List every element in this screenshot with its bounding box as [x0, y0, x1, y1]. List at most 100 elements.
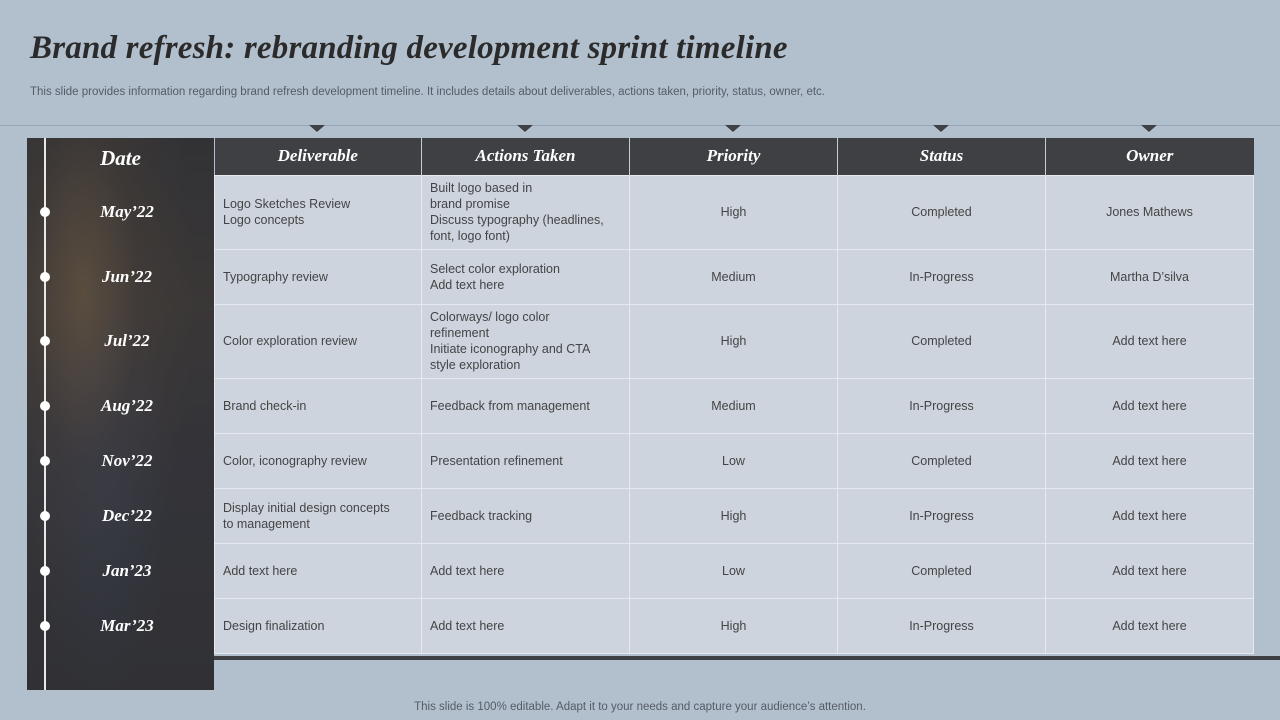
deliverable-cell: Add text here [214, 542, 422, 599]
priority-cell: Low [629, 432, 838, 489]
timeline-date-item: Jul’22 [27, 331, 214, 351]
column-pointer-icon [309, 125, 325, 132]
timeline-dot [40, 207, 50, 217]
actions-cell: Presentation refinement [421, 432, 630, 489]
priority-cell: High [629, 174, 838, 250]
actions-cell: Colorways/ logo color refinement Initiate … [421, 303, 630, 379]
actions-cell: Select color exploration Add text here [421, 248, 630, 305]
actions-cell: Feedback tracking [421, 487, 630, 544]
deliverable-cell-line: Design finalization [223, 618, 325, 633]
timeline-date-label: Jul’22 [104, 331, 150, 350]
column-header-priority: Priority [629, 138, 838, 175]
table-row: Color exploration review Colorways/ logo … [214, 303, 1254, 379]
actions-cell-line: brand promise [430, 197, 510, 211]
deliverable-cell-line: Add text here [223, 563, 298, 578]
timeline-date-item: Aug’22 [27, 396, 214, 416]
actions-cell-line: Initiate iconography and CTA [430, 342, 591, 356]
owner-cell: Add text here [1045, 542, 1254, 599]
status-cell: In-Progress [837, 377, 1046, 434]
status-cell: In-Progress [837, 597, 1046, 654]
column-pointer-icon [933, 125, 949, 132]
timeline-date-label: Mar’23 [100, 615, 154, 635]
status-cell: In-Progress [837, 248, 1046, 305]
deliverable-cell-line: Logo concepts [223, 213, 305, 227]
actions-cell-line: Add text here [430, 618, 505, 633]
table-row: Typography review Select color exploratio… [214, 248, 1254, 305]
timeline-date-label: May’22 [100, 202, 154, 221]
deliverable-cell-line: Typography review [223, 269, 328, 284]
deliverable-cell: Display initial design concepts to manage… [214, 487, 422, 544]
actions-cell-line: Feedback tracking [430, 508, 533, 523]
timeline-date-label: Nov’22 [101, 450, 153, 470]
priority-cell: High [629, 597, 838, 654]
table-header-row: Deliverable Actions Taken Priority Statu… [214, 138, 1254, 175]
priority-cell: High [629, 303, 838, 379]
table-bottom-bar [214, 656, 1280, 660]
header-divider [0, 125, 1280, 126]
deliverable-cell: Color, iconography review [214, 432, 422, 489]
deliverable-cell-line: Brand check-in [223, 398, 307, 413]
timeline-date-label: Jan’23 [102, 560, 152, 580]
status-cell: Completed [837, 542, 1046, 599]
status-cell: In-Progress [837, 487, 1046, 544]
timeline-date-label: Jun’22 [101, 266, 153, 286]
actions-cell: Add text here [421, 542, 630, 599]
owner-cell: Add text here [1045, 303, 1254, 379]
timeline-dot [40, 565, 50, 576]
actions-cell-line: Feedback from management [430, 398, 590, 413]
deliverable-cell: Logo Sketches Review Logo concepts [214, 174, 422, 250]
column-header-actions: Actions Taken [421, 138, 630, 175]
timeline-dot [40, 455, 50, 466]
timeline-date-item: Jun’22 [27, 267, 214, 287]
page-subtitle: This slide provides information regardin… [30, 86, 825, 98]
timeline-date-item: May’22 [27, 202, 214, 222]
deliverable-cell: Typography review [214, 248, 422, 305]
actions-cell-line: Presentation refinement [430, 453, 563, 468]
timeline-date-label: Aug’22 [101, 395, 153, 415]
deliverable-cell-line: Color exploration review [223, 334, 358, 348]
owner-cell: Jones Mathews [1045, 174, 1254, 250]
sprint-table: Deliverable Actions Taken Priority Statu… [214, 138, 1254, 654]
priority-cell: Medium [629, 377, 838, 434]
deliverable-cell: Color exploration review [214, 303, 422, 379]
owner-cell: Add text here [1045, 487, 1254, 544]
timeline-dot [40, 620, 50, 631]
timeline-dot [40, 336, 50, 346]
timeline-line [44, 138, 46, 690]
photo-overlay [27, 138, 214, 690]
timeline-dot [40, 400, 50, 411]
table-row: Brand check-in Feedback from management Me… [214, 377, 1254, 434]
column-header-owner: Owner [1045, 138, 1254, 175]
actions-cell-line: Colorways/ logo color [430, 310, 550, 324]
column-header-deliverable: Deliverable [214, 138, 422, 175]
status-cell: Completed [837, 303, 1046, 379]
actions-cell-line: style exploration [430, 358, 521, 372]
actions-cell-line: Add text here [430, 277, 505, 292]
table-row: Add text here Add text here Low Completed Ad… [214, 542, 1254, 599]
actions-cell-line: Built logo based in [430, 181, 533, 195]
owner-cell: Add text here [1045, 377, 1254, 434]
column-pointer-icon [517, 125, 533, 132]
date-header: Date [100, 146, 141, 170]
deliverable-cell-line: Color, iconography review [223, 453, 367, 468]
table-row: Color, iconography review Presentation re… [214, 432, 1254, 489]
timeline-date-item: Dec’22 [27, 506, 214, 526]
actions-cell: Built logo based in brand promise Discuss … [421, 174, 630, 250]
footer-note: This slide is 100% editable. Adapt it to… [414, 701, 866, 713]
table-row: Display initial design concepts to manage… [214, 487, 1254, 544]
priority-cell: Medium [629, 248, 838, 305]
actions-cell: Add text here [421, 597, 630, 654]
priority-cell: Low [629, 542, 838, 599]
deliverable-cell-line: Display initial design concepts [223, 500, 390, 515]
actions-cell-line: Select color exploration [430, 261, 560, 276]
table-row: Logo Sketches Review Logo concepts Built l… [214, 174, 1254, 250]
actions-cell-line: refinement [430, 326, 490, 340]
owner-cell: Martha D’silva [1045, 248, 1254, 305]
column-header-status: Status [837, 138, 1046, 175]
deliverable-cell: Brand check-in [214, 377, 422, 434]
column-pointer-icon [1141, 125, 1157, 132]
actions-cell-line: font, logo font) [430, 229, 510, 243]
status-cell: Completed [837, 174, 1046, 250]
status-cell: Completed [837, 432, 1046, 489]
column-pointer-icon [725, 125, 741, 132]
